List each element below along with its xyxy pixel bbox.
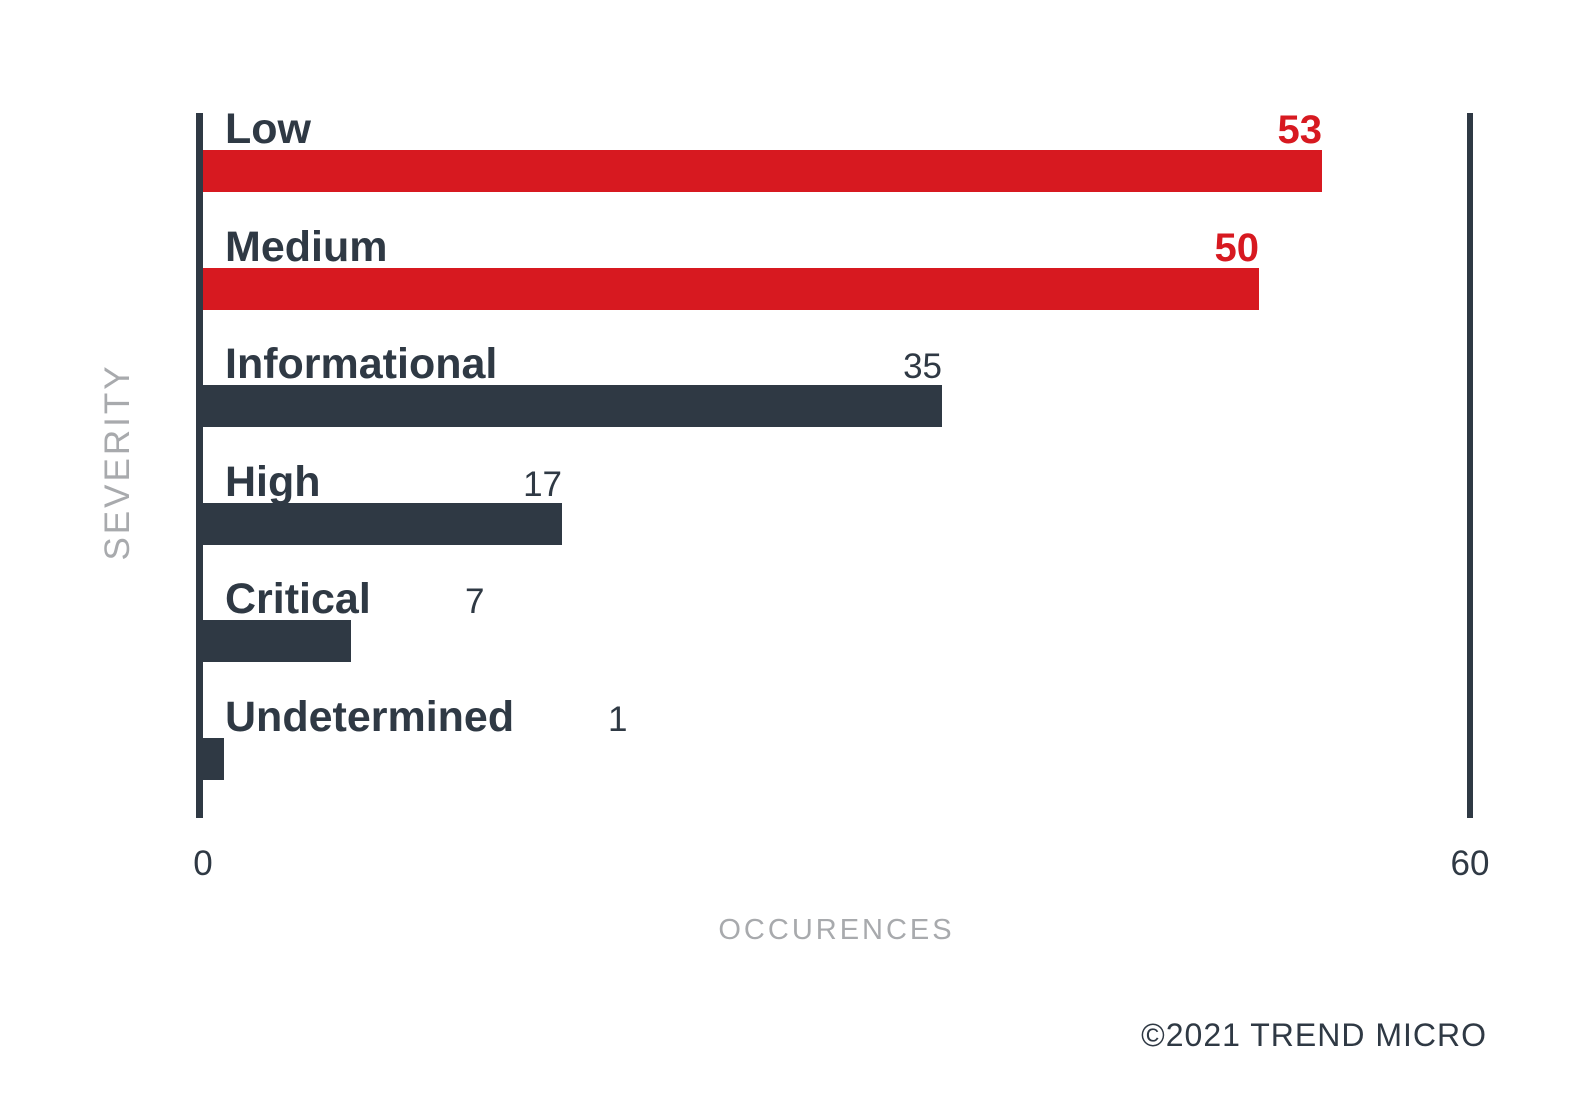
bar-row-high: High 17 <box>203 461 1470 584</box>
category-label-undetermined: Undetermined <box>225 693 515 741</box>
plot-area: Low 53 Medium 50 Informational 35 High 17 Critic… <box>196 108 1473 819</box>
bar-medium <box>203 268 1259 310</box>
x-tick-60: 60 <box>1450 844 1490 883</box>
category-label-medium: Medium <box>225 223 388 271</box>
bar-row-undetermined: Undetermined 1 <box>203 696 1470 819</box>
plot-right-border <box>1467 113 1473 818</box>
bar-row-low: Low 53 <box>203 108 1470 231</box>
y-axis-title: SEVERITY <box>98 363 137 561</box>
value-label-undetermined: 1 <box>608 700 628 739</box>
bar-row-informational: Informational 35 <box>203 343 1470 466</box>
bar-low <box>203 150 1322 192</box>
value-label-critical: 7 <box>465 582 485 621</box>
bar-informational <box>203 385 942 427</box>
value-label-high: 17 <box>523 465 562 504</box>
y-axis-line <box>196 113 203 818</box>
x-axis-title: OCCURENCES <box>718 914 955 946</box>
bar-undetermined <box>203 738 224 780</box>
copyright-text: ©2021 TREND MICRO <box>1141 1017 1487 1053</box>
x-tick-0: 0 <box>193 844 213 883</box>
value-label-informational: 35 <box>903 347 942 386</box>
bar-critical <box>203 620 351 662</box>
value-label-medium: 50 <box>1214 226 1260 270</box>
bar-row-critical: Critical 7 <box>203 578 1470 701</box>
category-label-critical: Critical <box>225 575 371 623</box>
value-label-low: 53 <box>1277 108 1323 152</box>
bar-high <box>203 503 562 545</box>
bar-row-medium: Medium 50 <box>203 226 1470 349</box>
category-label-informational: Informational <box>225 340 498 388</box>
category-label-low: Low <box>225 105 311 153</box>
category-label-high: High <box>225 458 321 506</box>
